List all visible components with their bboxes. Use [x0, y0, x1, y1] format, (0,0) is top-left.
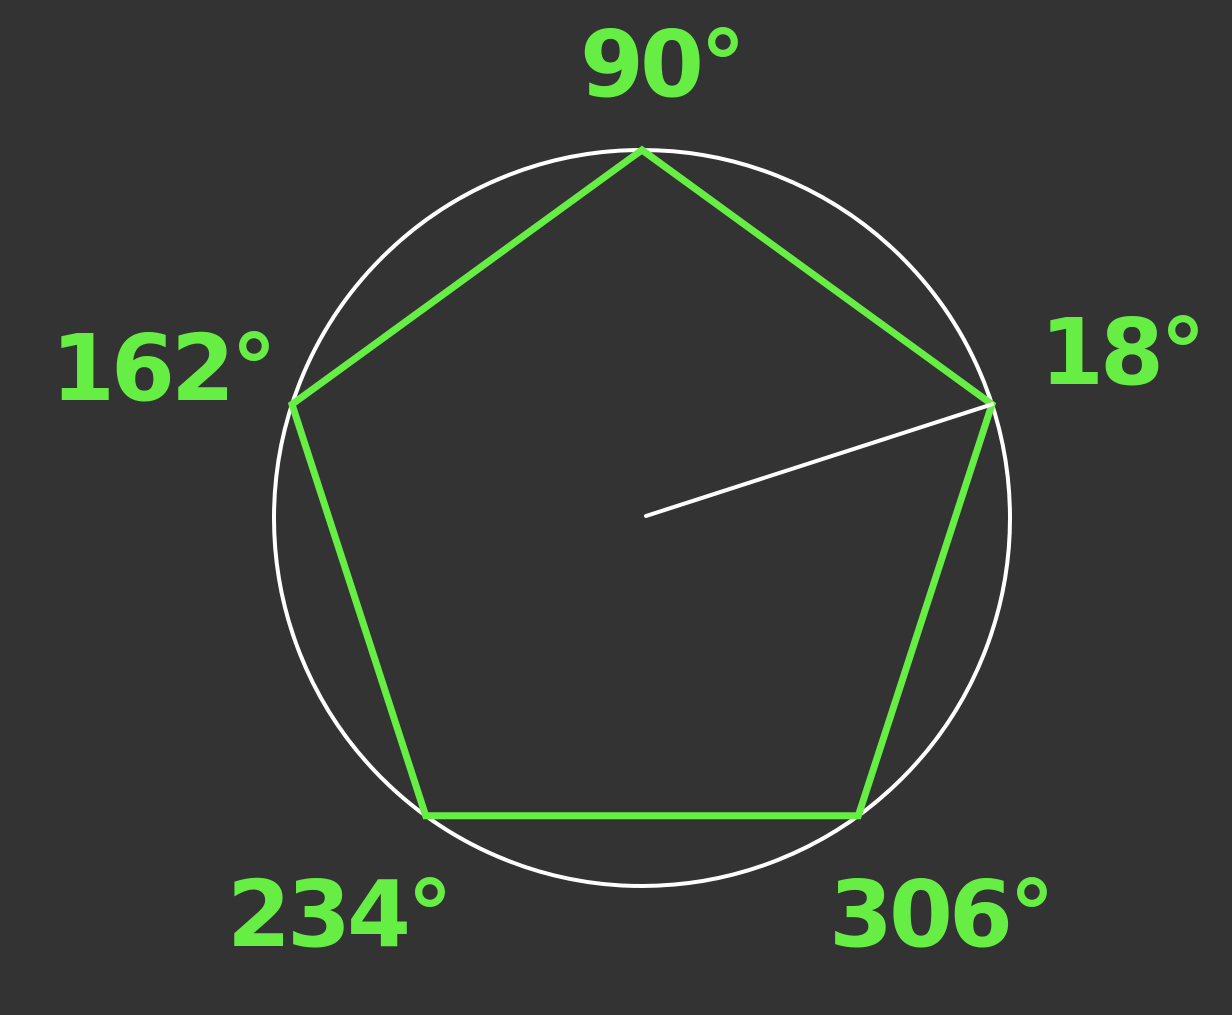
angle-label-306: 306° [829, 861, 1051, 968]
angle-label-234: 234° [227, 861, 449, 968]
radius-line [644, 402, 994, 518]
angle-label-162: 162° [51, 315, 273, 422]
angle-label-90: 90° [580, 11, 742, 118]
angle-label-18: 18° [1040, 299, 1202, 406]
regular-pentagon [287, 145, 997, 820]
